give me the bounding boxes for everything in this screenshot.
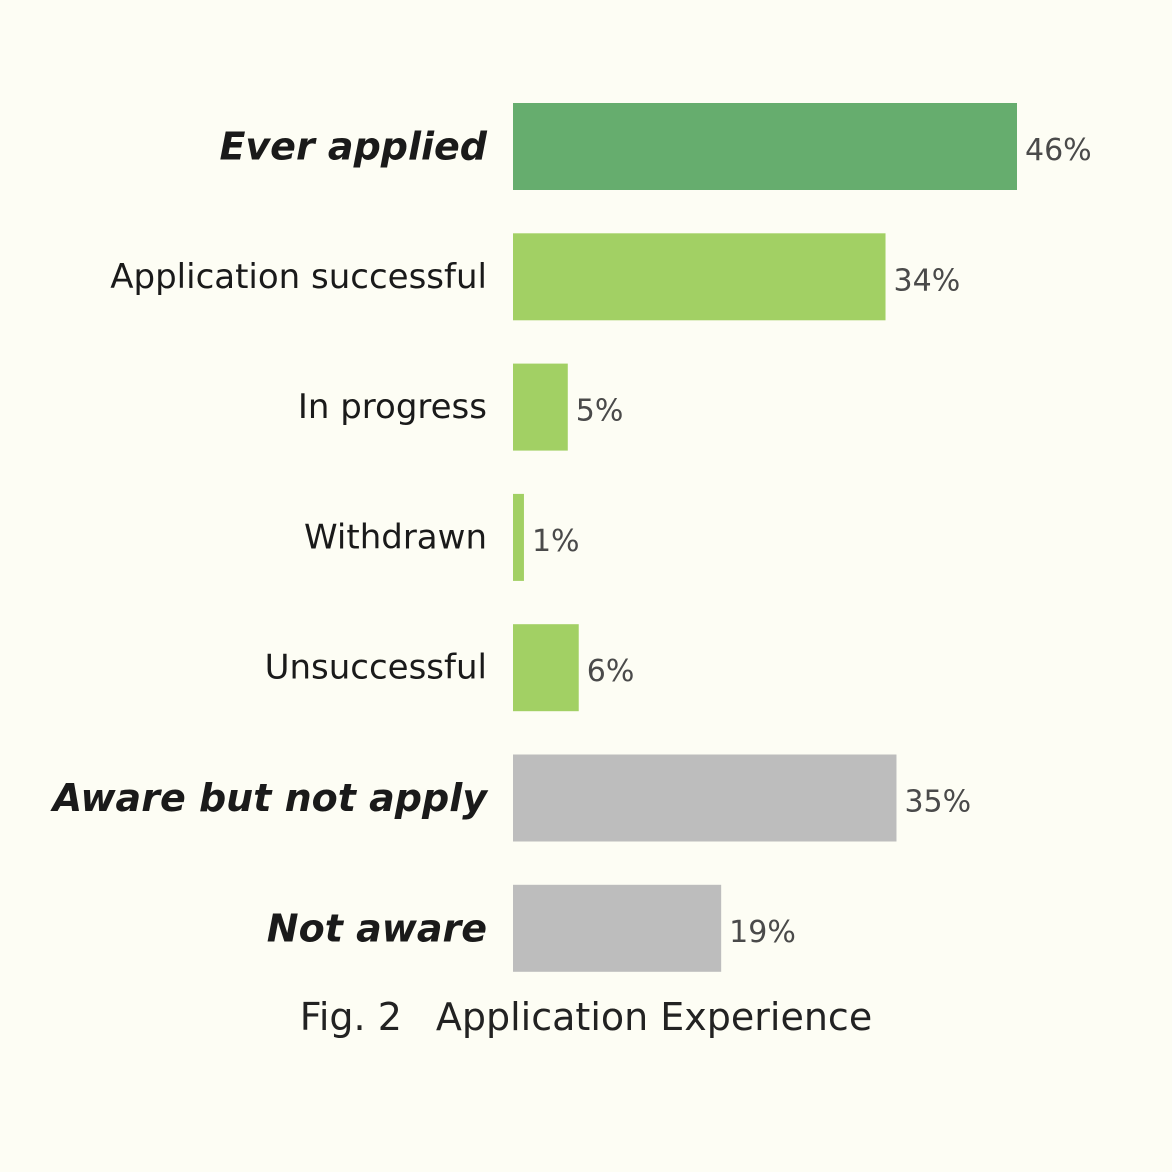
category-label: Ever applied [219, 125, 487, 169]
bar-not-aware [513, 884, 722, 972]
bar-unsuccessful [513, 624, 579, 712]
bar-aware-but-not-apply [513, 754, 897, 842]
value-label: 34% [894, 263, 961, 298]
value-label: 1% [532, 524, 580, 559]
bar-in-progress [513, 363, 568, 451]
category-label: Application successful [110, 257, 487, 297]
figure-caption: Fig. 2 Application Experience [0, 995, 1172, 1039]
category-label: In progress [298, 387, 487, 427]
value-label: 19% [729, 915, 796, 950]
value-label: 46% [1025, 133, 1092, 168]
category-label: Not aware [267, 906, 487, 950]
bar-chart: Ever applied 46% Application successful 34%… [50, 103, 1092, 972]
category-label: Aware but not apply [50, 776, 489, 820]
figure-title: Application Experience [435, 995, 873, 1039]
value-label: 6% [587, 654, 635, 689]
bar-application-successful [513, 233, 886, 321]
value-label: 35% [904, 785, 971, 820]
category-label: Withdrawn [304, 517, 487, 557]
value-label: 5% [576, 394, 624, 429]
figure-number: Fig. 2 [299, 995, 402, 1039]
bar-withdrawn [513, 493, 524, 581]
category-label: Unsuccessful [265, 648, 487, 688]
bar-ever-applied [513, 103, 1017, 190]
